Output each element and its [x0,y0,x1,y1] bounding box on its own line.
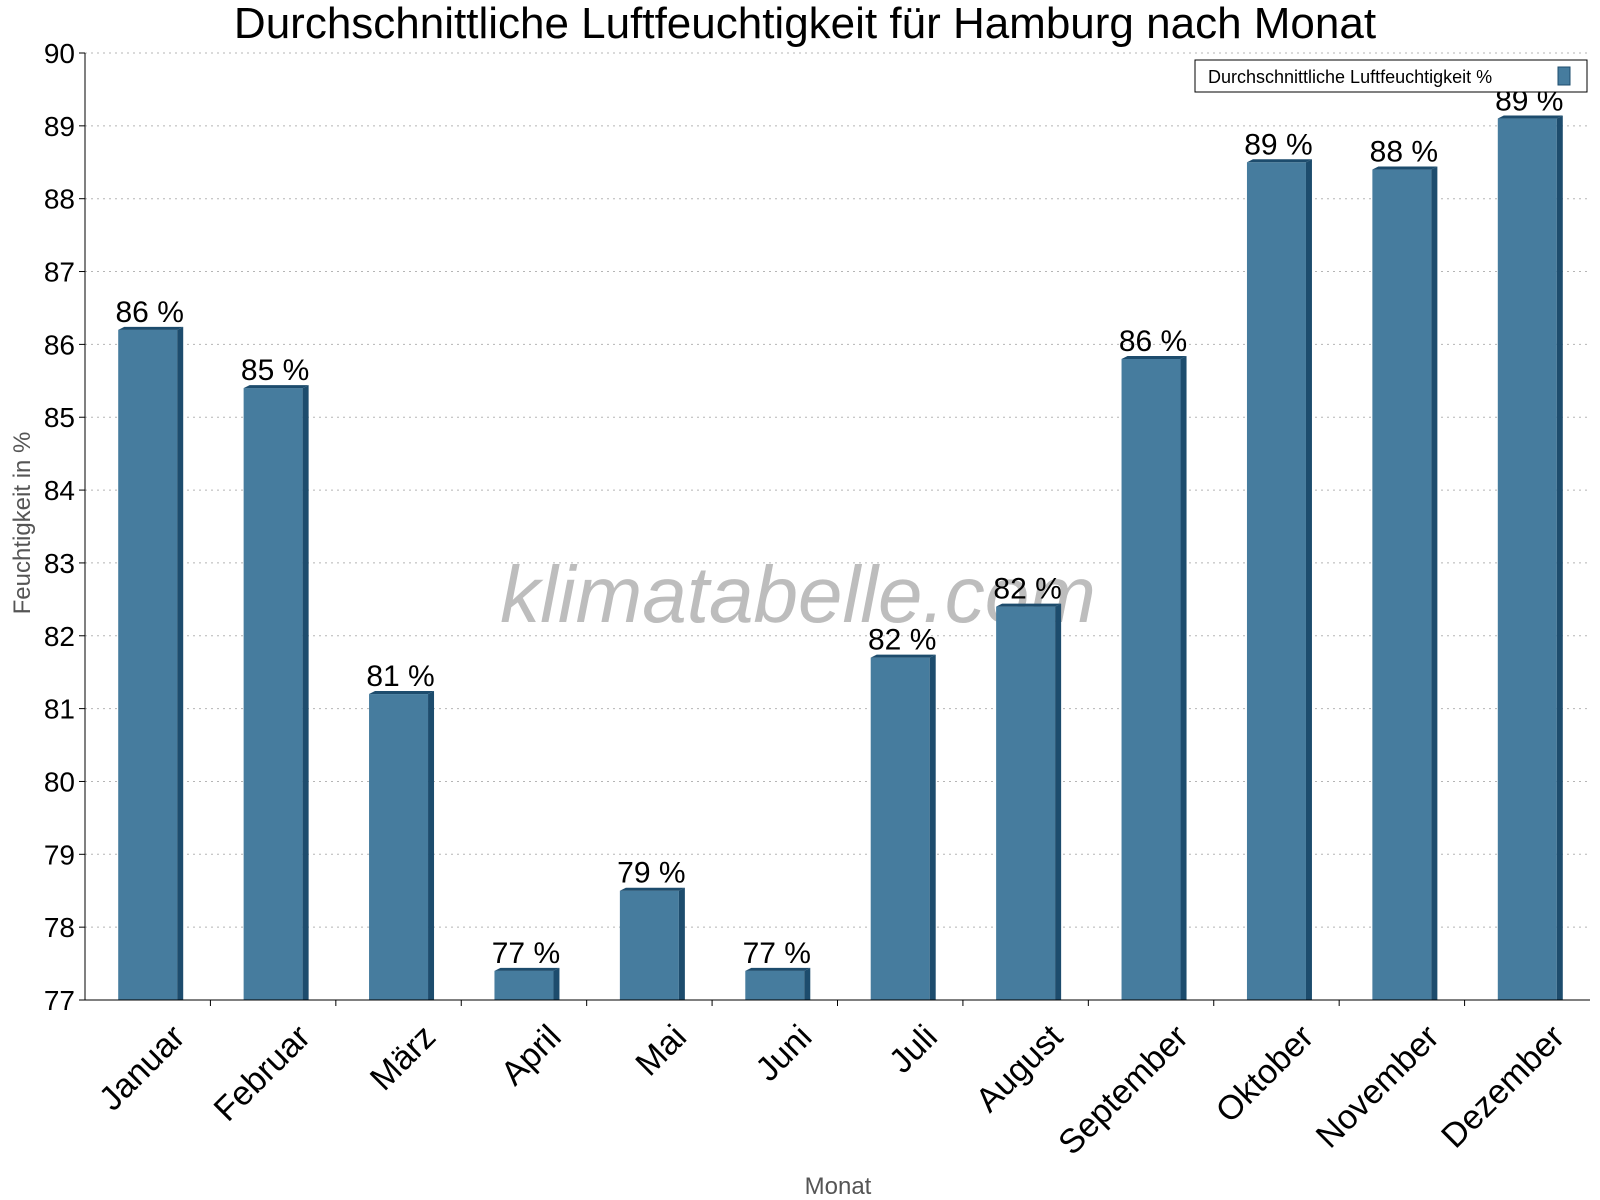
legend-box [1194,59,1588,93]
bar-top [1246,159,1312,163]
bar-märz [369,694,429,1000]
bar-november [1372,169,1432,1001]
y-axis-title: Feuchtigkeit in % [9,432,36,615]
data-label: 79 % [617,857,685,890]
data-label: 89 % [1244,128,1312,161]
legend: Durchschnittliche Luftfeuchtigkeit % [1194,59,1588,93]
bar-april [494,970,554,1000]
bar-top [243,385,309,389]
bar-juni [745,970,805,1000]
y-tick-label: 84 [44,475,75,506]
bar-juli [870,657,930,1000]
data-label: 86 % [116,296,184,329]
bar-september [1121,358,1181,1000]
bar-side [1180,355,1187,1000]
x-tick-label: März [363,1018,443,1098]
x-tick-label: Mai [628,1018,694,1084]
bar-side [1431,166,1438,1001]
y-tick-label: 86 [44,329,75,360]
bars [118,115,1563,1001]
y-tick-label: 85 [44,402,75,433]
bar-dezember [1497,118,1557,1001]
chart-title: Durchschnittliche Luftfeuchtigkeit für H… [234,0,1376,48]
bar-side [553,967,560,1000]
y-tick-label: 82 [44,621,75,652]
bar-top [369,691,435,695]
bar-oktober [1246,162,1306,1000]
grid-lines [85,52,1590,928]
bar-top [494,967,560,971]
data-label: 81 % [366,660,434,693]
bar-august [996,606,1056,1000]
x-tick-label: September [1051,1018,1195,1162]
x-tick-label: April [494,1018,569,1093]
y-tick-label: 80 [44,766,75,797]
bar-mai [619,890,679,1000]
y-tick-label: 77 [44,985,75,1016]
data-label: 82 % [868,624,936,657]
data-label: 85 % [241,354,309,387]
bar-top [1121,355,1187,359]
bar-side [1556,115,1563,1001]
bar-side [177,326,184,1000]
y-tick-label: 79 [44,839,75,870]
bar-side [804,967,811,1000]
x-tick-label: Oktober [1209,1018,1321,1130]
y-tick-label: 81 [44,694,75,725]
axes [79,52,1590,1006]
x-tick-label: Juni [748,1018,819,1089]
x-tick-label: August [969,1017,1071,1119]
data-label: 88 % [1370,136,1438,169]
y-tick-label: 88 [44,184,75,215]
bar-top [996,603,1062,607]
bar-side [1055,603,1062,1000]
bar-januar [118,329,178,1000]
x-tick-label: Februar [207,1018,318,1129]
data-label: 82 % [993,573,1061,606]
bar-side [678,887,685,1000]
data-label: 86 % [1119,325,1187,358]
bar-top [870,654,936,658]
x-tick-label: Dezember [1434,1018,1572,1156]
y-tick-label: 78 [44,912,75,943]
data-label: 77 % [492,937,560,970]
bar-side [428,691,435,1000]
y-tick-label: 89 [44,111,75,142]
x-axis-title: Monat [805,1173,872,1200]
y-tick-label: 83 [44,548,75,579]
bar-top [1497,115,1563,119]
bar-side [1305,159,1312,1000]
bar-top [118,326,184,330]
legend-swatch [1557,66,1571,86]
bar-top [1372,166,1438,170]
x-tick-label: Januar [92,1018,192,1118]
legend-entry-label: Durchschnittliche Luftfeuchtigkeit % [1208,67,1492,87]
x-tick-label: Juli [882,1018,945,1081]
bar-side [929,654,936,1000]
y-tick-label: 87 [44,257,75,288]
bar-side [302,385,309,1001]
bar-februar [243,388,303,1001]
bar-top [745,967,811,971]
data-label: 77 % [743,937,811,970]
data-labels: 86 % 85 % 81 % 77 % 79 % 77 % 82 % 82 % 86 % 89 %… [116,85,1564,970]
x-tick-label: November [1309,1018,1447,1156]
y-tick-label: 90 [44,38,75,69]
bar-top [619,887,685,891]
